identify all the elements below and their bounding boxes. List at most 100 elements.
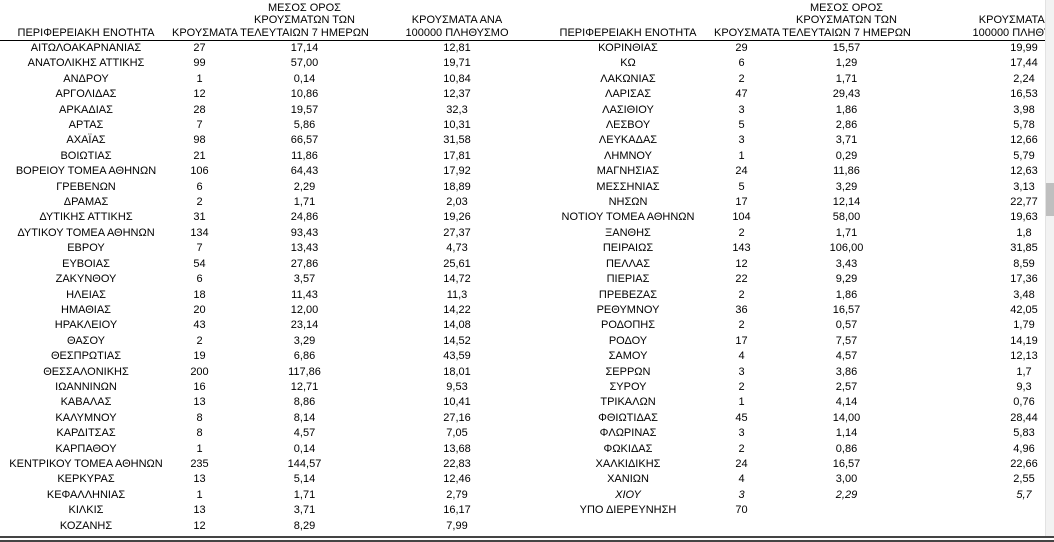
right-region-cell: ΝΗΣΩΝ	[608, 196, 648, 209]
left-per100k-cell: 10,84	[443, 72, 471, 85]
right-per100k-cell: 42,05	[1010, 303, 1038, 316]
right-cases-cell: 45	[735, 411, 748, 424]
column-gap	[532, 442, 542, 457]
left-avg7-cell: 66,57	[290, 134, 319, 147]
left-cases-cell: 18	[193, 288, 206, 301]
left-avg7-cell: 144,57	[287, 457, 322, 470]
scrollbar-thumb[interactable]	[1046, 183, 1054, 216]
column-gap	[532, 118, 542, 133]
left-region-cell: ΑΙΤΩΛΟΑΚΑΡΝΑΝΙΑΣ	[30, 42, 142, 54]
column-gap	[532, 257, 542, 272]
right-avg7-cell: 2,86	[835, 119, 858, 132]
left-per100k-cell: 16,17	[443, 504, 471, 517]
right-region-cell: ΛΑΚΩΝΙΑΣ	[600, 72, 656, 85]
left-avg7-cell: 1,71	[293, 488, 316, 501]
left-per100k-cell: 13,68	[443, 442, 471, 455]
left-region-cell: ΒΟΡΕΙΟΥ ΤΟΜΕΑ ΑΘΗΝΩΝ	[15, 165, 157, 178]
left-cases-cell: 19	[193, 350, 206, 363]
column-gap	[532, 180, 542, 195]
table-row: ΗΛΕΙΑΣ 18 11,43 11,3 ΠΡΕΒΕΖΑΣ 2 1,86 3,48	[0, 288, 1054, 303]
right-region-cell: ΛΕΥΚΑΔΑΣ	[598, 134, 658, 147]
header-label: ΚΡΟΥΣΜΑΤΩΝ ΤΩΝ	[254, 14, 355, 26]
left-region-cell: ΕΒΡΟΥ	[67, 242, 105, 255]
right-cases-cell: 3	[738, 365, 745, 378]
left-region-cell: ΚΑΛΥΜΝΟΥ	[55, 411, 117, 424]
left-cases-cell: 21	[193, 149, 206, 162]
left-per100k-cell: 7,99	[446, 519, 468, 532]
left-region-cell: ΑΝΑΤΟΛΙΚΗΣ ΑΤΤΙΚΗΣ	[27, 57, 145, 70]
column-gap	[532, 303, 542, 318]
vertical-scrollbar[interactable]	[1045, 0, 1054, 536]
left-cases-cell: 6	[196, 180, 203, 193]
table-row: ΑΝΑΤΟΛΙΚΗΣ ΑΤΤΙΚΗΣ 99 57,00 19,71 ΚΩ 6 1,29 17,…	[0, 56, 1054, 71]
right-avg7-cell	[769, 519, 924, 534]
left-per100k-cell: 7,05	[446, 427, 468, 440]
bottom-edge-line	[0, 539, 1054, 542]
right-avg7-cell: 0,29	[835, 149, 858, 162]
right-avg7-cell: 3,71	[835, 134, 858, 147]
table-row: ΚΕΦΑΛΛΗΝΙΑΣ 1 1,71 2,79 ΧΙΟΥ 3 2,29 5,7	[0, 488, 1054, 503]
right-avg7-cell: 1,86	[835, 288, 858, 301]
left-region-cell: ΑΡΓΟΛΙΔΑΣ	[55, 88, 117, 101]
right-cases-cell: 104	[732, 211, 751, 224]
right-cases-cell: 17	[735, 196, 748, 209]
table-row: ΗΡΑΚΛΕΙΟΥ 43 23,14 14,08 ΡΟΔΟΠΗΣ 2 0,57 1,79	[0, 318, 1054, 333]
left-region-cell: ΔΡΑΜΑΣ	[63, 196, 109, 209]
left-avg7-cell: 17,14	[290, 42, 319, 54]
table-row: ΔΥΤΙΚΗΣ ΑΤΤΙΚΗΣ 31 24,86 19,26 ΝΟΤΙΟΥ ΤΟΜΕΑ …	[0, 210, 1054, 225]
left-region-cell: ΒΟΙΩΤΙΑΣ	[60, 149, 112, 162]
right-region-cell: ΛΗΜΝΟΥ	[604, 149, 652, 162]
left-region-cell: ΘΑΣΟΥ	[66, 334, 106, 347]
header-label: 100000 ΠΛΗΘΥΣΜΟ	[972, 26, 1054, 39]
left-cases-cell: 31	[193, 211, 206, 224]
left-per100k-cell: 10,41	[443, 396, 471, 409]
left-region-cell: ΘΕΣΠΡΩΤΙΑΣ	[50, 350, 122, 363]
bottom-edge-gap	[0, 538, 1054, 540]
right-region-cell: ΛΕΣΒΟΥ	[605, 119, 651, 132]
left-region-cell: ΚΕΦΑΛΛΗΝΙΑΣ	[46, 488, 126, 501]
left-region-cell: ΑΝΔΡΟΥ	[63, 72, 109, 85]
right-avg7-cell: 0,57	[835, 319, 858, 332]
right-per100k-cell: 19,99	[1010, 42, 1038, 54]
table-row: ΑΧΑΪΑΣ 98 66,57 31,58 ΛΕΥΚΑΔΑΣ 3 3,71 12,66	[0, 133, 1054, 148]
right-region-cell: ΦΘΙΩΤΙΔΑΣ	[598, 411, 658, 424]
column-gap	[532, 472, 542, 487]
left-avg7-cell: 57,00	[290, 57, 319, 70]
right-avg7-cell: 3,43	[835, 257, 858, 270]
column-gap	[532, 72, 542, 87]
left-region-cell: ΓΡΕΒΕΝΩΝ	[56, 180, 116, 193]
left-region-cell: ΑΡΚΑΔΙΑΣ	[59, 103, 113, 116]
left-avg7-cell: 117,86	[288, 365, 321, 378]
right-region-cell: ΧΑΝΙΩΝ	[607, 473, 649, 486]
right-region-cell: ΚΟΡΙΝΘΙΑΣ	[598, 42, 658, 54]
right-region-cell: ΡΕΘΥΜΝΟΥ	[596, 303, 660, 316]
column-gap	[532, 288, 542, 303]
table-row: ΚΕΡΚΥΡΑΣ 13 5,14 12,46 ΧΑΝΙΩΝ 4 3,00 2,55	[0, 472, 1054, 487]
header-label: ΜΕΣΟΣ ΟΡΟΣ	[810, 1, 883, 14]
right-per100k-cell: 1,8	[1016, 226, 1032, 239]
table-row: ΙΩΑΝΝΙΝΩΝ 16 12,71 9,53 ΣΥΡΟΥ 2 2,57 9,3	[0, 380, 1054, 395]
header-label: ΚΡΟΥΣΜΑΤΑ	[172, 26, 238, 39]
column-gap	[532, 0, 542, 41]
column-gap	[532, 149, 542, 164]
header-row: ΠΕΡΙΦΕΡΕΙΑΚΗ ΕΝΟΤΗΤΑ ΚΡΟΥΣΜΑΤΑ ΜΕΣΟΣ ΟΡΟ…	[0, 0, 1054, 41]
left-cases-cell: 12	[193, 88, 206, 101]
left-cases-cell: 13	[193, 473, 206, 486]
right-avg7-cell: 2,29	[835, 488, 858, 501]
right-region-cell: ΝΟΤΙΟΥ ΤΟΜΕΑ ΑΘΗΝΩΝ	[561, 211, 695, 224]
right-region-header: ΠΕΡΙΦΕΡΕΙΑΚΗ ΕΝΟΤΗΤΑ	[542, 0, 714, 41]
left-per100k-cell: 43,59	[443, 350, 471, 363]
right-avg7-cell: 58,00	[832, 211, 861, 224]
column-gap	[532, 334, 542, 349]
right-avg7-cell: 1,71	[835, 72, 858, 85]
left-per100k-cell: 14,52	[443, 334, 471, 347]
right-per100k-cell: 31,85	[1010, 242, 1038, 255]
left-avg7-cell: 23,14	[290, 319, 319, 332]
left-avg7-cell: 3,29	[293, 334, 316, 347]
column-gap	[532, 87, 542, 102]
table-row: ΑΡΓΟΛΙΔΑΣ 12 10,86 12,37 ΛΑΡΙΣΑΣ 47 29,43 16,53	[0, 87, 1054, 102]
column-gap	[532, 349, 542, 364]
left-per100k-cell: 12,46	[443, 473, 471, 486]
